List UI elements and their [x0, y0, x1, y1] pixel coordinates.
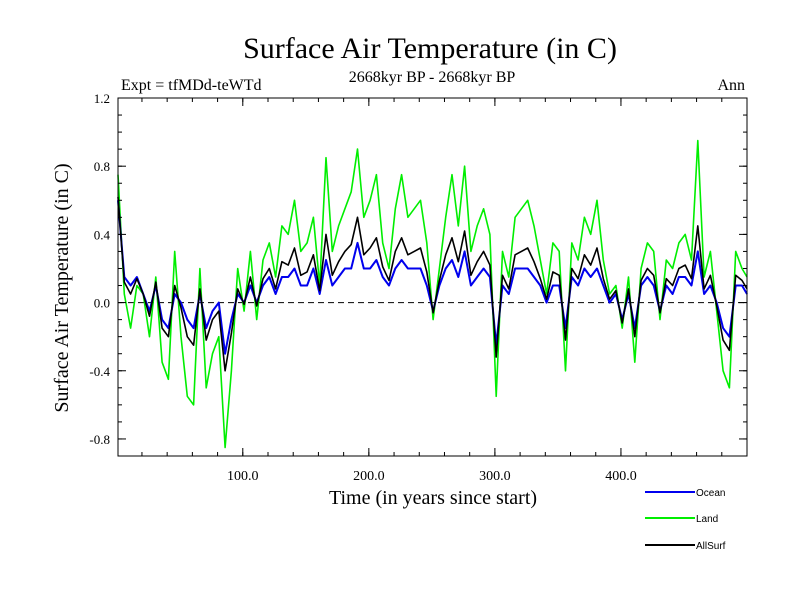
- y-tick-label: 0.4: [94, 227, 111, 242]
- x-tick-label: 100.0: [227, 469, 259, 484]
- experiment-label: Expt = tfMDd-teWTd: [121, 77, 262, 94]
- x-tick-label: 200.0: [353, 469, 385, 484]
- x-axis-label: Time (in years since start): [329, 487, 537, 509]
- y-tick-label: 1.2: [94, 91, 110, 106]
- series-line-land: [117, 139, 748, 449]
- chart-title: Surface Air Temperature (in C): [243, 32, 617, 65]
- y-tick-label: 0.8: [94, 159, 110, 174]
- plot-area: -0.8 -0.4 0.0 0.4 0.8 1.2 100.0 200.0 300.0 400.0: [89, 91, 748, 484]
- x-tick-label: 400.0: [605, 469, 637, 484]
- chart-subtitle: 2668kyr BP - 2668kyr BP: [349, 69, 516, 86]
- x-tick-label: 300.0: [479, 469, 511, 484]
- y-tick-label: -0.4: [89, 364, 110, 379]
- y-tick-label: 0.0: [94, 296, 110, 311]
- series-line-ocean: [117, 200, 748, 355]
- plot-frame: [117, 97, 748, 457]
- legend-label-land: Land: [696, 514, 718, 525]
- legend-label-allsurf: AllSurf: [696, 541, 726, 552]
- legend-label-ocean: Ocean: [696, 488, 725, 499]
- y-tick-label: -0.8: [89, 432, 110, 447]
- legend: Ocean Land AllSurf: [645, 488, 726, 552]
- season-label: Ann: [717, 77, 745, 94]
- y-axis-label: Surface Air Temperature (in C): [51, 163, 73, 412]
- series-line-allsurf: [117, 196, 748, 372]
